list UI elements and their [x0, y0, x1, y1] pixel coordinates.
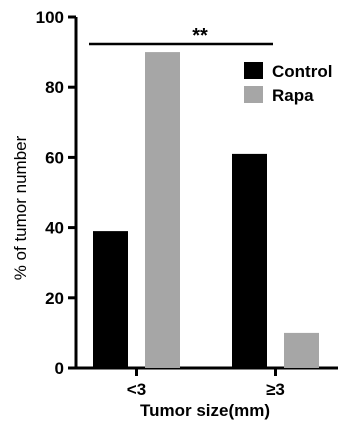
y-tick-label: 20	[45, 289, 64, 308]
significance-annotation: **	[89, 25, 273, 47]
legend-swatch-rapa	[244, 86, 263, 103]
legend: Control Rapa	[244, 62, 332, 105]
y-axis: 0 20 40 60 80 100	[36, 8, 78, 378]
significance-label: **	[192, 25, 208, 47]
bars	[93, 52, 319, 368]
bar-control-1	[232, 153, 267, 368]
legend-label-rapa: Rapa	[272, 86, 314, 105]
legend-swatch-control	[244, 62, 263, 79]
y-tick-label: 0	[55, 359, 64, 378]
x-axis: <3 ≥3	[76, 366, 338, 399]
y-tick-label: 80	[45, 78, 64, 97]
y-tick-label: 100	[36, 8, 64, 27]
bar-control-0	[93, 231, 128, 368]
y-tick-label: 40	[45, 219, 64, 238]
x-axis-label: Tumor size(mm)	[140, 401, 270, 420]
bar-rapa-1	[284, 332, 319, 368]
bar-rapa-0	[145, 52, 180, 368]
x-tick-label: <3	[127, 380, 146, 399]
y-axis-label: % of tumor number	[11, 135, 30, 280]
y-tick-label: 60	[45, 148, 64, 167]
legend-label-control: Control	[272, 62, 332, 81]
x-tick-label: ≥3	[266, 380, 285, 399]
